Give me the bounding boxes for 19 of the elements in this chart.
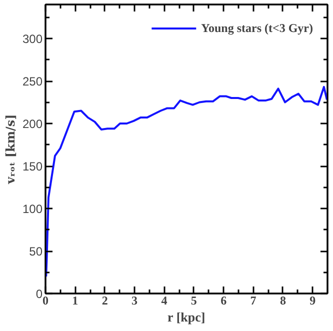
y-tick-label: 250 xyxy=(22,74,43,88)
y-tick-label: 50 xyxy=(29,244,43,258)
x-tick-label: 2 xyxy=(102,294,108,308)
x-tick-label: 1 xyxy=(72,294,78,308)
x-tick-label: 4 xyxy=(161,294,168,308)
y-tick-label: 200 xyxy=(22,117,43,131)
x-tick-label: 5 xyxy=(190,294,197,308)
x-tick-label: 9 xyxy=(310,294,316,308)
line-series xyxy=(46,86,328,278)
y-tick-label: 300 xyxy=(22,32,43,46)
x-tick-label: 7 xyxy=(250,294,256,308)
x-axis-title: r [kpc] xyxy=(168,310,206,324)
y-axis-title: vᵣₒₜ [km/s] xyxy=(3,114,18,185)
x-tick-label: 8 xyxy=(280,294,286,308)
y-tick-label: 150 xyxy=(22,160,43,174)
x-tick-label: 6 xyxy=(220,294,227,308)
y-tick-label: 100 xyxy=(22,202,43,216)
legend-label: Young stars (t<3 Gyr) xyxy=(201,20,313,36)
x-tick-label: 3 xyxy=(132,294,138,308)
